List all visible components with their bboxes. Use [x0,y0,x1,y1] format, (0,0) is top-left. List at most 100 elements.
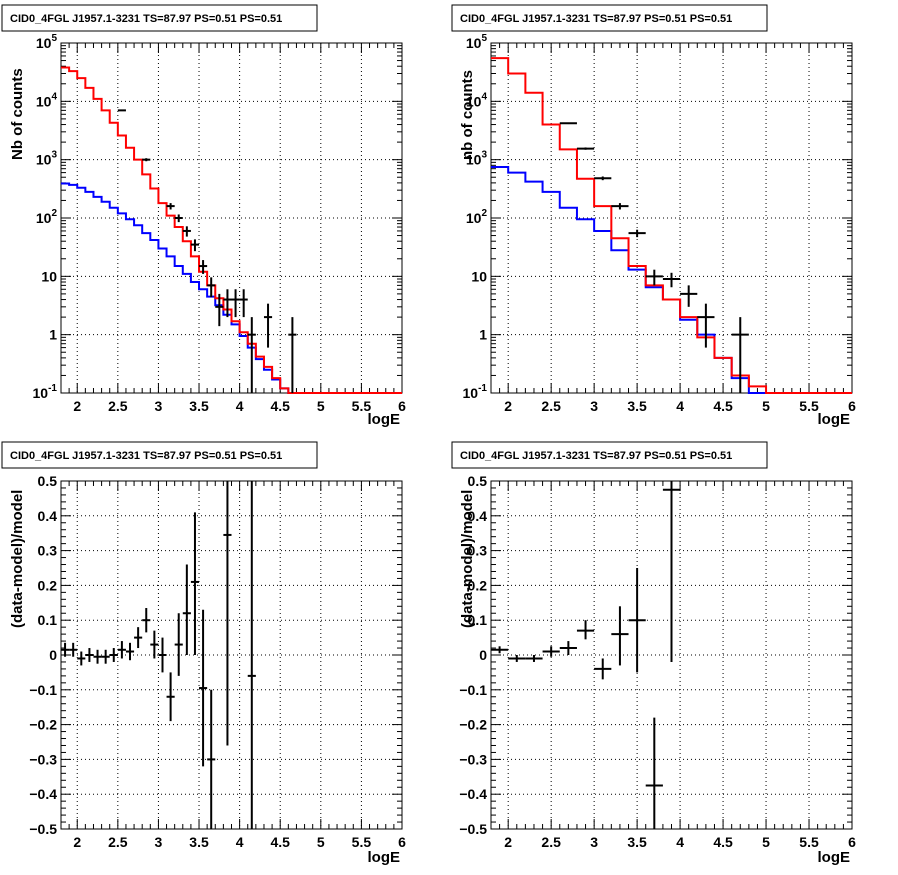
x-tick-label: 3 [590,398,598,414]
y-tick-label: 105 [466,33,488,51]
x-tick-label: 5.5 [352,398,372,414]
x-tick-label: 4.5 [270,398,290,414]
x-tick-label: 4 [676,834,684,850]
x-tick-label: 2 [504,398,512,414]
y-tick-label: 1 [479,327,487,343]
x-tick-label: 2.5 [108,398,128,414]
y-tick-label: 0.3 [468,543,488,559]
y-tick-label: 102 [36,208,58,226]
x-tick-label: 2 [73,398,81,414]
x-tick-label: 2.5 [541,398,561,414]
histogram-red [491,57,852,394]
x-tick-label: 5.5 [352,834,372,850]
x-tick-label: 6 [398,834,406,850]
panel-title: CID0_4FGL J1957.1-3231 TS=87.97 PS=0.51 … [460,450,732,462]
y-tick-label: −0.5 [459,821,487,837]
y-tick-label: 102 [466,208,488,226]
x-tick-label: 4.5 [713,834,733,850]
x-tick-label: 3 [155,398,163,414]
x-tick-label: 3 [155,834,163,850]
x-tick-label: 3.5 [627,834,647,850]
x-tick-label: 2.5 [541,834,561,850]
y-tick-label: −0.1 [29,682,57,698]
x-tick-label: 6 [398,398,406,414]
y-tick-label: −0.5 [29,821,57,837]
y-tick-label: 1 [49,327,57,343]
panel-residuals-right: CID0_4FGL J1957.1-3231 TS=87.97 PS=0.51 … [451,441,856,866]
y-tick-label: 104 [466,91,488,109]
plot-area: 2 2.5 3 3.5 4 4.5 5 5.5 6 −0.5 −0.4 −0.3 −0.2 −0.1 0 0.… [459,473,856,850]
panel-title-box [1,4,318,32]
x-tick-label: 4 [236,398,244,414]
y-tick-label: 104 [36,91,58,109]
panel-title-box [1,441,318,469]
x-tick-label: 3.5 [189,834,209,850]
y-tick-label: 103 [36,150,58,168]
y-tick-label: 0.1 [468,612,488,628]
y-tick-label: 0.4 [468,508,488,524]
y-tick-label: −0.4 [29,786,57,802]
y-tick-label: 10-1 [33,383,58,401]
x-tick-label: 2.5 [108,834,128,850]
y-axis-label: nb of counts [459,70,476,160]
y-tick-label: 0 [479,647,487,663]
x-tick-label: 6 [848,834,856,850]
y-tick-label: 10 [41,268,57,284]
y-tick-label: 0.1 [38,612,58,628]
x-tick-label: 5.5 [799,398,819,414]
x-axis-label: logE [818,411,851,428]
y-tick-label: −0.2 [459,717,487,733]
panel-title-box [451,441,768,469]
panel-counts-left: CID0_4FGL J1957.1-3231 TS=87.97 PS=0.51 … [1,4,407,428]
x-tick-label: 3.5 [189,398,209,414]
x-axis-label: logE [368,411,401,428]
plot-area: 2 2.5 3 3.5 4 4.5 5 5.5 6 10-1 1 10 102 103 104 105 [463,33,857,414]
y-tick-label: 105 [36,33,58,51]
y-tick-label: 10-1 [463,383,488,401]
panel-title: CID0_4FGL J1957.1-3231 TS=87.97 PS=0.51 … [460,13,732,25]
x-tick-label: 2 [504,834,512,850]
plot-area: 2 2.5 3 3.5 4 4.5 5 5.5 6 −0.5 −0.4 −0.3 −0.2 −0.1 0 0.… [29,473,406,850]
y-tick-label: −0.2 [29,717,57,733]
y-tick-label: −0.1 [459,682,487,698]
y-tick-label: 0.2 [468,577,488,593]
y-tick-label: 0.2 [38,577,58,593]
y-tick-label: −0.4 [459,786,487,802]
x-tick-label: 5 [762,834,770,850]
x-axis-label: logE [368,849,401,866]
y-tick-label: 0.5 [468,473,488,489]
x-tick-label: 4 [236,834,244,850]
histogram-red [61,66,402,394]
x-tick-label: 4 [676,398,684,414]
panel-residuals-left: CID0_4FGL J1957.1-3231 TS=87.97 PS=0.51 … [1,441,406,866]
x-tick-label: 2 [73,834,81,850]
plot-area: 2 2.5 3 3.5 4 4.5 5 5.5 6 10-1 1 10 102 103 104 105 [33,33,407,414]
x-tick-label: 5 [317,834,325,850]
y-axis-label: Nb of counts [9,68,26,160]
x-tick-label: 6 [848,398,856,414]
x-tick-label: 3.5 [627,398,647,414]
panel-title: CID0_4FGL J1957.1-3231 TS=87.97 PS=0.51 … [10,13,282,25]
y-tick-label: 103 [466,150,488,168]
y-tick-label: 10 [471,268,487,284]
x-tick-label: 4.5 [270,834,290,850]
x-tick-label: 4.5 [713,398,733,414]
panel-counts-right: CID0_4FGL J1957.1-3231 TS=87.97 PS=0.51 … [451,4,857,428]
x-tick-label: 5 [762,398,770,414]
y-tick-label: 0 [49,647,57,663]
panel-title: CID0_4FGL J1957.1-3231 TS=87.97 PS=0.51 … [10,450,282,462]
y-tick-label: 0.4 [38,508,58,524]
y-tick-label: −0.3 [29,751,57,767]
y-tick-label: 0.5 [38,473,58,489]
y-axis-label: (data-model)/model [9,490,26,628]
panel-title-box [451,4,768,32]
y-tick-label: 0.3 [38,543,58,559]
x-axis-label: logE [818,849,851,866]
x-tick-label: 5.5 [799,834,819,850]
y-tick-label: −0.3 [459,751,487,767]
y-axis-label: (data-model)/model [459,490,476,628]
x-tick-label: 3 [590,834,598,850]
x-tick-label: 5 [317,398,325,414]
